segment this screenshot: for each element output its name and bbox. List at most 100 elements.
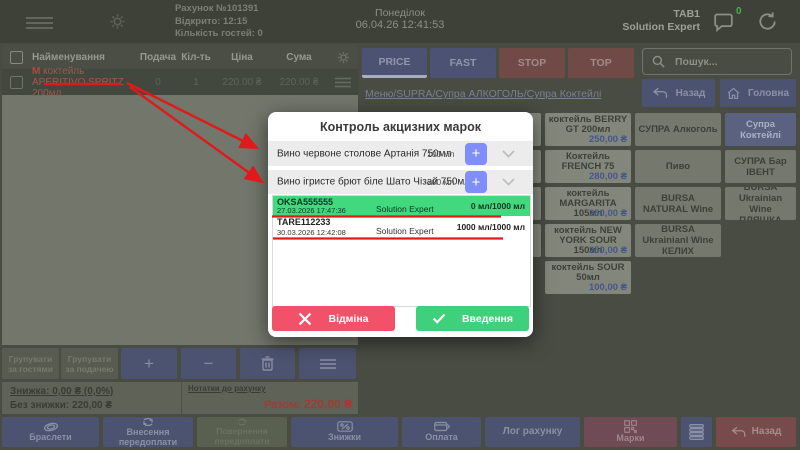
account-opened: Відкрито: 12:15 (175, 15, 248, 27)
tab-top[interactable]: TOP (568, 48, 634, 78)
excise-item-name: Вино ігристе брют біле Шато Чізай 750мл (277, 176, 471, 188)
order-item-serve: 0 (155, 76, 161, 88)
mark-row-selected[interactable]: OKSA555555 27.03.2026 17:47:36 Solution … (273, 196, 530, 216)
group-by-guests-button[interactable]: Групувати за гостями (2, 348, 59, 379)
qr-code-icon (624, 420, 637, 434)
settings-gear-icon[interactable] (108, 12, 127, 31)
weekday-label: Понеділок (375, 7, 425, 19)
confirm-button[interactable]: Введення (416, 306, 529, 331)
search-box[interactable] (642, 48, 792, 75)
x-icon (299, 312, 312, 325)
col-serve: Подача (139, 51, 177, 63)
row-checkbox[interactable] (10, 75, 23, 89)
refresh-icon[interactable] (756, 10, 779, 33)
order-item-qty: 1 (193, 76, 199, 88)
table-settings-gear-icon[interactable] (328, 50, 358, 65)
chevron-down-icon[interactable] (502, 149, 515, 158)
order-item-name: М коктейль APERITIVO SPRITZ 200мл (32, 65, 124, 99)
menu-icon[interactable] (26, 16, 53, 29)
order-table-header: Найменування Подача Кіл-ть Ціна Сума (2, 45, 358, 69)
notes-link[interactable]: Нотатки до рахунку (188, 384, 266, 393)
excise-item-volume: 200 мл (427, 177, 455, 187)
order-item-price: 220.00 ₴ (222, 76, 262, 88)
breadcrumb[interactable]: Меню/SUPRA/Супра АЛКОГОЛЬ/Супра Коктейлі (365, 88, 602, 100)
select-all-checkbox[interactable] (10, 50, 23, 64)
excise-item-volume: 100 мл (427, 148, 455, 159)
bill-log-button[interactable]: Лог рахунку (485, 417, 580, 447)
excise-item-row: Вино ігристе брют біле Шато Чізай 750мл … (268, 170, 533, 194)
back-button-bottom[interactable]: Назад (716, 417, 796, 447)
category-supra-cocktails-selected[interactable]: Супра Коктейлі (725, 113, 796, 146)
category-supra-bar-event[interactable]: СУПРА Бар ІВЕНТ (725, 150, 796, 183)
tab-price[interactable]: PRICE (362, 48, 427, 78)
payment-icon (433, 422, 450, 432)
back-arrow-icon (652, 87, 667, 98)
nav-back-button[interactable]: Назад (642, 79, 715, 107)
check-icon (432, 313, 446, 324)
category-bursa-wine-bottle[interactable]: BURSA Ukrainian Wine ПЛЯШКА (725, 187, 796, 220)
mark-row[interactable]: TARE112233 30.03.2026 12:42:08 Solution … (277, 217, 525, 237)
category-supra-alcohol[interactable]: СУПРА Алкоголь (635, 113, 721, 146)
group-by-serving-button[interactable]: Групувати за подачею (61, 348, 118, 379)
cancel-button[interactable]: Відміна (272, 306, 395, 331)
product-button-sour-50[interactable]: коктейль SOUR 50мл 100,00 ₴ (545, 261, 631, 294)
subtotal-value: 220,00 ₴ (72, 400, 113, 411)
payment-button[interactable]: Оплата (402, 417, 481, 447)
search-input[interactable] (673, 54, 777, 69)
product-button-new-york-sour[interactable]: коктейль NEW YORK SOUR 150мл 250,00 ₴ (545, 224, 631, 257)
stacked-lines-icon (689, 424, 704, 440)
category-bursa-natural-wine[interactable]: BURSA NATURAL Wine (635, 187, 721, 220)
category-bursa-wine-glass[interactable]: BURSA Ukrainianl Wine КЕЛИХ (635, 224, 721, 257)
order-row[interactable]: М коктейль APERITIVO SPRITZ 200мл 0 1 22… (2, 66, 358, 99)
search-icon (652, 55, 665, 68)
nav-home-button[interactable]: Головна (720, 79, 796, 107)
increase-qty-button[interactable]: + (121, 348, 177, 379)
discount-label: Знижка: (10, 386, 50, 397)
terminal-tab-label: TAB1 (673, 8, 700, 20)
col-price: Ціна (231, 51, 253, 63)
excise-marks-modal: Контроль акцизних марок Вино червоне сто… (268, 112, 533, 337)
modal-title: Контроль акцизних марок (319, 120, 481, 134)
row-menu-icon[interactable] (328, 77, 358, 88)
add-mark-button[interactable]: + (465, 142, 487, 165)
total-value: 220,00 ₴ (303, 397, 352, 411)
col-qty: Кіл-ть (181, 51, 211, 63)
top-header: Рахунок №101391 Відкрито: 12:15 Кількіст… (0, 0, 800, 43)
row-options-button[interactable] (299, 348, 356, 379)
prepayment-refund-button[interactable]: Повернення передоплати (197, 417, 287, 447)
bracelet-icon (43, 422, 58, 432)
trash-icon (261, 356, 274, 371)
tab-stop[interactable]: STOP (499, 48, 565, 78)
subtotal-label: Без знижки: (10, 400, 70, 411)
marks-list: OKSA555555 27.03.2026 17:47:36 Solution … (272, 195, 531, 307)
category-beer[interactable]: Пиво (635, 150, 721, 183)
prepayment-in-button[interactable]: Внесення передоплати (103, 417, 193, 447)
excise-mark-flag: М (32, 65, 41, 77)
col-sum: Сума (286, 51, 312, 63)
notification-badge: 0 (736, 6, 742, 17)
chat-icon[interactable] (712, 10, 736, 34)
user-name: Solution Expert (622, 21, 700, 33)
add-mark-button[interactable]: + (465, 171, 487, 193)
product-button-margarita[interactable]: коктейль MARGARITA 105мл 250,00 ₴ (545, 187, 631, 220)
excise-item-row: Вино червоне столове Артанія 750мл 100 м… (268, 141, 533, 166)
discount-value: 0,00 ₴ (0,0%) (52, 386, 114, 397)
back-arrow-icon (731, 426, 746, 437)
bracelets-button[interactable]: Браслети (2, 417, 99, 447)
product-button-berry-gt[interactable]: коктейль BERRY GT 200мл 250,00 ₴ (545, 113, 631, 146)
delete-item-button[interactable] (240, 348, 295, 379)
order-item-sum: 220.00 ₴ (279, 76, 319, 88)
discounts-button[interactable]: Знижки (291, 417, 398, 447)
col-name: Найменування (32, 51, 105, 63)
marks-button[interactable]: Марки (584, 417, 677, 447)
account-number: Рахунок №101391 (175, 3, 259, 14)
chevron-down-icon[interactable] (502, 178, 515, 186)
list-view-button[interactable] (681, 417, 712, 447)
product-button-french-75[interactable]: Коктейль FRENCH 75 280,00 ₴ (545, 150, 631, 183)
decrease-qty-button[interactable]: − (181, 348, 236, 379)
tab-fast[interactable]: FAST (430, 48, 496, 78)
bill-summary: Знижка: 0,00 ₴ (0,0%) Без знижки: 220,00… (2, 382, 358, 414)
discount-card-icon (336, 421, 353, 433)
refund-icon (238, 418, 246, 426)
